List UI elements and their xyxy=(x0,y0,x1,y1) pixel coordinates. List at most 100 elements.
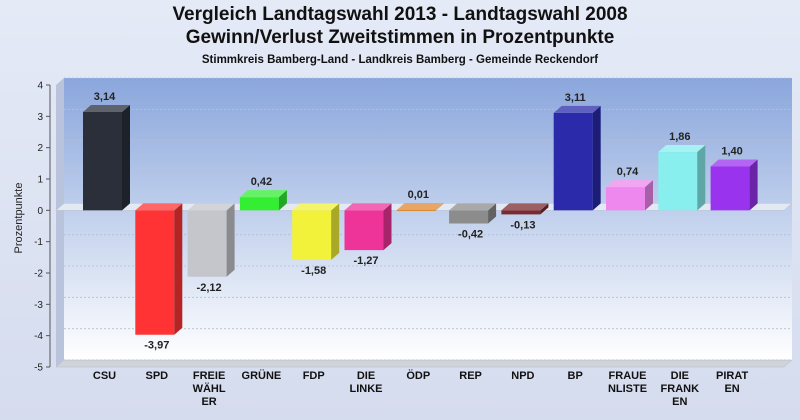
data-label: -2,12 xyxy=(197,282,222,294)
x-tick-label-line: PIRAT xyxy=(716,370,748,382)
bar xyxy=(449,203,497,224)
y-tick-label: 2 xyxy=(37,143,43,154)
bar-front xyxy=(658,152,698,211)
x-tick-label-line: BP xyxy=(568,370,583,382)
bars xyxy=(83,104,758,335)
x-tick-label-line: DIE xyxy=(357,370,375,382)
bar-top xyxy=(344,203,392,211)
bar-top xyxy=(187,203,235,211)
bar-front xyxy=(83,111,122,211)
x-tick-label: GRÜNE xyxy=(242,369,282,382)
bar-top xyxy=(135,203,183,211)
y-tick-label: 3 xyxy=(37,112,43,123)
bar-side xyxy=(697,145,706,211)
y-tick-label: -3 xyxy=(34,300,43,311)
bar-front xyxy=(710,166,750,211)
chart-caption: Stimmkreis Bamberg-Land - Landkreis Bamb… xyxy=(201,54,599,66)
bar-front xyxy=(553,112,593,211)
data-label: 0,74 xyxy=(617,166,639,178)
data-label: 1,86 xyxy=(669,131,690,143)
x-tick-label: ÖDP xyxy=(406,369,430,382)
x-tick-label-line: DIE xyxy=(671,370,689,382)
bar-front xyxy=(501,210,541,215)
bar-top xyxy=(553,105,601,113)
bar-front xyxy=(606,187,645,211)
bar xyxy=(187,203,235,277)
y-tick-label: 1 xyxy=(37,175,43,186)
plot-floor xyxy=(55,359,793,368)
bar-side xyxy=(383,203,392,251)
bar-side xyxy=(174,203,183,335)
bar-side xyxy=(592,105,601,211)
x-tick-label: NPD xyxy=(511,370,534,382)
x-tick-label: FDP xyxy=(303,370,325,382)
x-tick-label-line: LINKE xyxy=(350,383,383,395)
bar xyxy=(135,203,183,335)
data-label: 3,14 xyxy=(94,91,116,103)
bar-side xyxy=(488,203,497,224)
x-tick-label-line: WÄHL xyxy=(193,382,226,395)
x-tick-label: FRAUE NLISTE xyxy=(608,370,647,395)
x-tick-label-line: NLISTE xyxy=(608,383,647,395)
x-tick-label-line: FDP xyxy=(303,370,325,382)
bar-top xyxy=(292,203,340,211)
bar-top xyxy=(606,180,653,188)
bar xyxy=(606,180,653,211)
x-tick-label: DIE LINKE xyxy=(350,370,383,395)
data-label: 3,11 xyxy=(565,92,586,104)
bar-side xyxy=(749,159,758,211)
x-tick-label-line: FRANK xyxy=(661,383,700,395)
bar-front xyxy=(292,210,332,260)
y-tick-label: -1 xyxy=(34,237,43,248)
y-tick-label: -4 xyxy=(34,331,43,342)
x-tick-label-line: EN xyxy=(724,383,739,395)
y-tick-label: -5 xyxy=(34,363,43,374)
x-tick-label-line: ÖDP xyxy=(406,369,430,382)
plot-back-wall xyxy=(64,78,792,360)
data-label: -1,58 xyxy=(301,265,326,277)
plot-area xyxy=(55,78,793,368)
x-tick-label-line: GRÜNE xyxy=(242,369,282,382)
bar xyxy=(501,203,549,215)
bar-front xyxy=(135,210,175,335)
x-tick-label-line: NPD xyxy=(511,370,534,382)
bar-front xyxy=(187,210,227,277)
data-label: -0,42 xyxy=(458,228,483,240)
bar xyxy=(83,104,130,211)
bar-top xyxy=(83,104,130,112)
x-tick-label-line: FRAUE xyxy=(609,370,647,382)
data-label: -1,27 xyxy=(353,255,378,267)
x-tick-label: BP xyxy=(568,370,583,382)
data-labels: 3,14 -3,97 -2,12 0,42 -1,58 -1,27 0,01 -0,42 -0,… xyxy=(94,91,743,352)
bar-side xyxy=(540,203,549,215)
x-tick-label-line: REP xyxy=(459,370,482,382)
bar-top xyxy=(396,203,444,211)
x-tick-label-line: CSU xyxy=(93,370,116,382)
x-tick-label: PIRAT EN xyxy=(716,370,748,395)
data-label: 0,42 xyxy=(251,176,272,188)
bar-top xyxy=(658,145,706,153)
bar xyxy=(553,105,601,211)
x-tick-label: FREIE WÄHL ER xyxy=(193,370,226,408)
bar-front xyxy=(396,210,436,212)
x-tick-label-line: SPD xyxy=(145,370,168,382)
chart-subtitle: Gewinn/Verlust Zweitstimmen in Prozentpu… xyxy=(185,27,615,48)
plot-side-wall xyxy=(56,78,64,367)
bar xyxy=(658,145,706,211)
y-tick-label: 0 xyxy=(37,206,43,217)
bar-side xyxy=(435,203,444,211)
bar xyxy=(396,203,444,212)
bar xyxy=(239,190,287,211)
data-label: -3,97 xyxy=(144,340,169,352)
y-tick-label: 4 xyxy=(37,81,43,92)
bar-side xyxy=(122,104,130,211)
bar-front xyxy=(449,210,489,224)
data-label: -0,13 xyxy=(510,219,535,231)
bar-top xyxy=(449,203,497,211)
bar-top xyxy=(710,159,758,167)
bar-front xyxy=(344,210,384,251)
x-tick-label-line: FREIE xyxy=(193,370,225,382)
bar-front xyxy=(239,197,279,211)
